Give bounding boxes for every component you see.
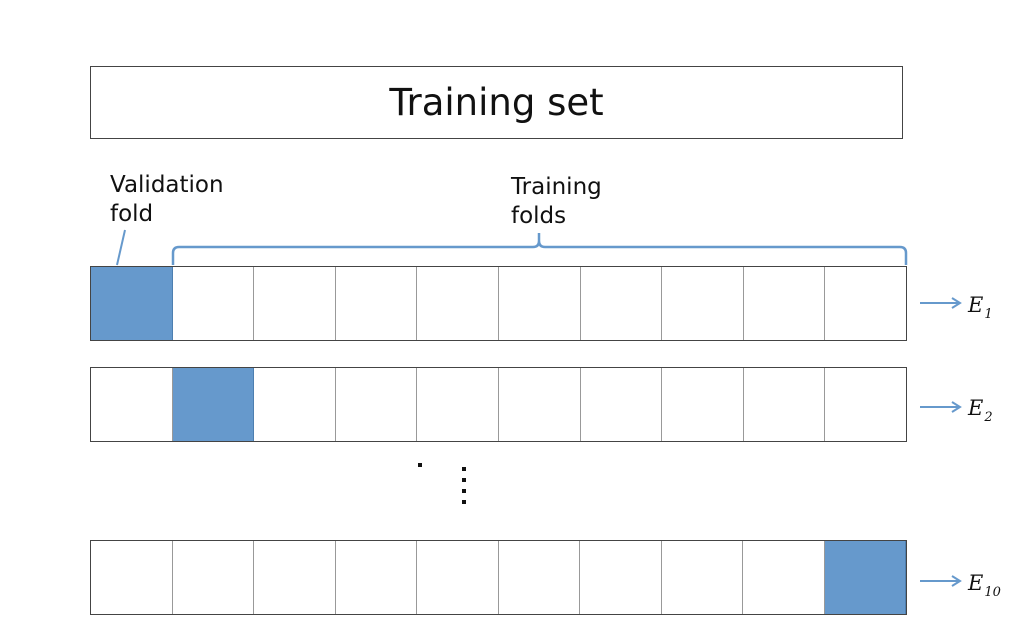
training-fold-cell [662,368,744,441]
training-folds-label: Training folds [511,173,602,231]
fold-row-2 [90,367,907,442]
training-folds-label-line1: Training [511,174,602,200]
error-e1-subscript: 1 [984,307,993,322]
training-fold-cell [743,267,826,340]
training-fold-cell [417,267,499,340]
error-e2-symbol: E [968,396,984,420]
training-fold-cell [580,368,663,441]
arrow-right-icon [920,401,962,413]
training-fold-cell [335,541,417,614]
fold-row-1 [90,266,907,341]
training-fold-cell [498,267,581,340]
training-fold-cell [335,368,418,441]
fold-row-10 [90,540,907,615]
error-e1: E1 [968,293,993,327]
training-fold-cell [661,541,743,614]
training-fold-cell [580,541,662,614]
error-e2: E2 [968,396,993,430]
training-fold-cell [417,541,499,614]
training-fold-cell [91,541,173,614]
training-fold-cell [335,267,418,340]
arrow-right-icon [920,297,962,309]
error-e1-symbol: E [968,293,984,317]
error-e2-subscript: 2 [984,410,993,425]
training-fold-cell [580,267,663,340]
training-fold-cell [254,368,336,441]
validation-fold-label: Validation fold [110,171,224,229]
training-set-title: Training set [389,81,604,124]
training-fold-cell [498,541,580,614]
training-fold-cell [417,368,499,441]
training-fold-cell [254,267,336,340]
error-e10-subscript: 10 [984,585,1001,600]
ellipsis-dot [418,463,422,467]
vertical-ellipsis-icon [462,467,466,504]
training-fold-cell [743,368,826,441]
validation-fold-cell [172,368,255,441]
validation-fold-label-line1: Validation [110,172,224,198]
training-fold-cell [498,368,581,441]
training-folds-bracket [171,233,908,265]
training-fold-cell [91,368,173,441]
training-fold-cell [172,267,255,340]
training-fold-cell [254,541,336,614]
training-fold-cell [743,541,825,614]
arrow-right-icon [920,575,962,587]
training-set-box: Training set [90,66,903,139]
error-e10: E10 [968,571,1001,605]
validation-fold-cell [91,267,173,340]
validation-fold-label-line2: fold [110,201,154,227]
training-fold-cell [662,267,744,340]
training-fold-cell [172,541,254,614]
training-folds-label-line2: folds [511,203,567,229]
training-fold-cell [825,368,906,441]
training-fold-cell [825,267,906,340]
error-e10-symbol: E [968,571,984,595]
validation-fold-cell [824,541,906,614]
validation-pointer-line [116,229,126,266]
